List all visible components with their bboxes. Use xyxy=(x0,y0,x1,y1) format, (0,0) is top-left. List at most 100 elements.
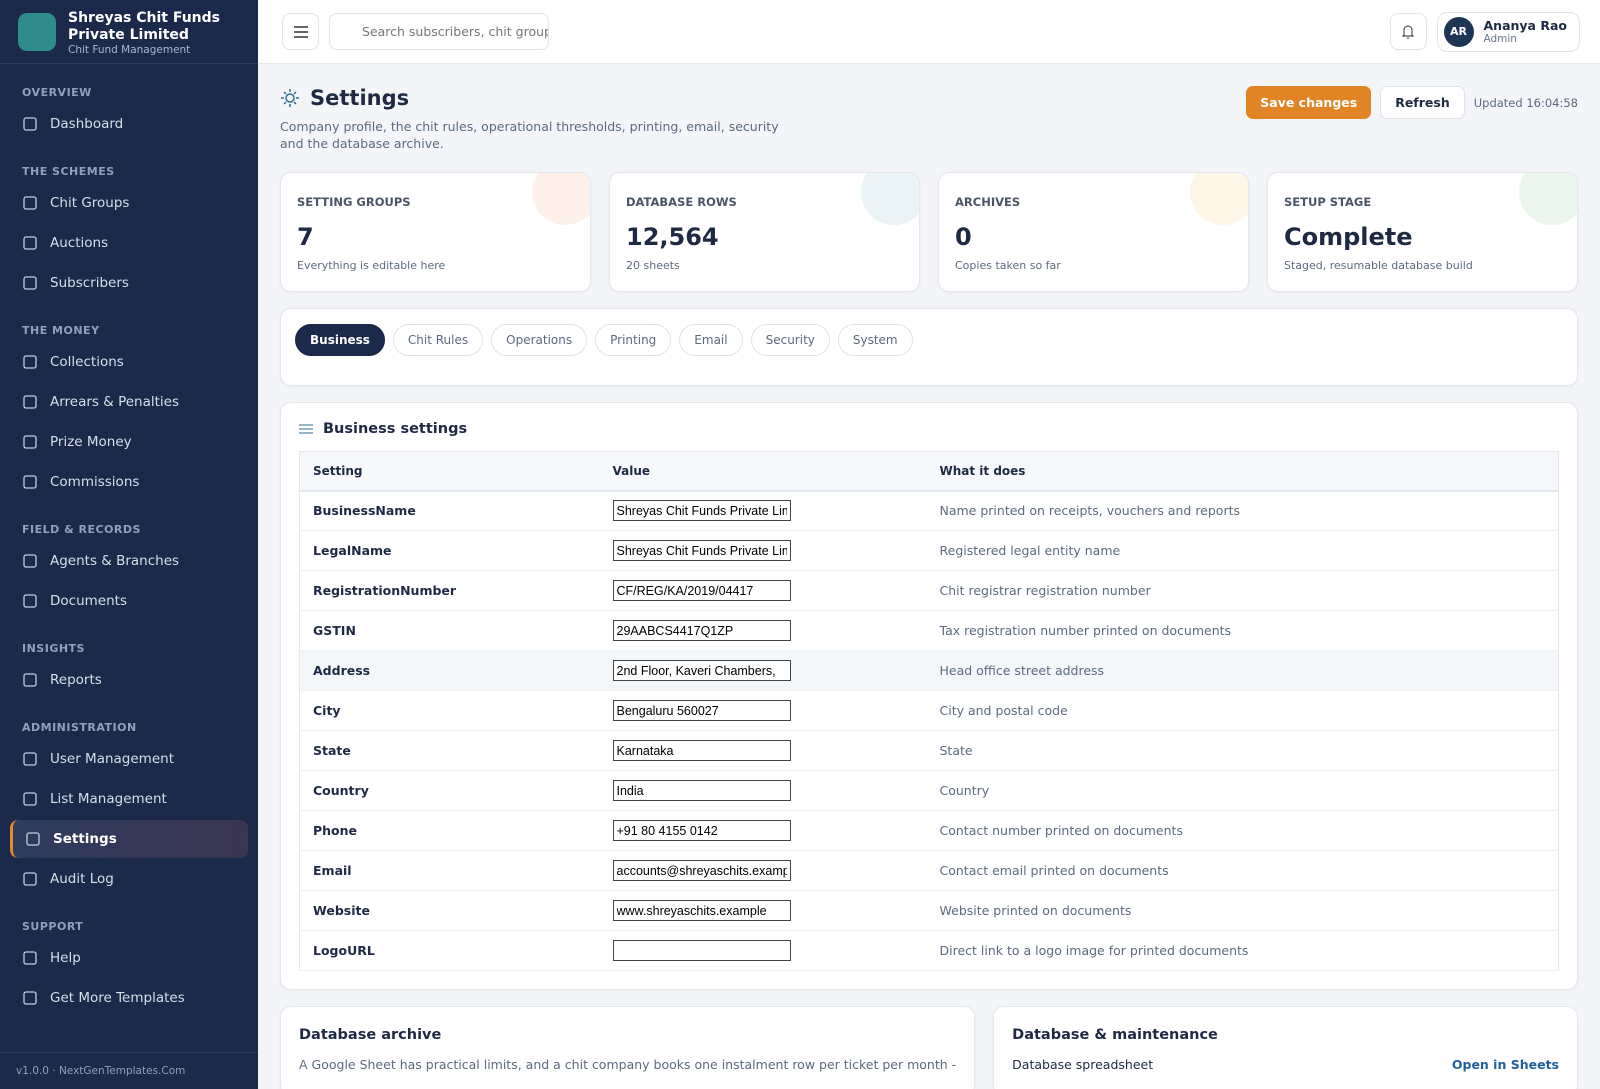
setting-row: LegalName Registered legal entity name xyxy=(299,530,1559,571)
nav-item[interactable]: Audit Log xyxy=(10,860,248,898)
nav-label: Dashboard xyxy=(50,116,124,132)
stat-label: SETUP STAGE xyxy=(1284,195,1372,209)
setting-row: State State xyxy=(299,730,1559,771)
refresh-button[interactable]: Refresh xyxy=(1380,86,1465,119)
setting-value-cell xyxy=(599,930,927,971)
maintenance-title: Database & maintenance xyxy=(1012,1027,1218,1043)
setting-input[interactable] xyxy=(612,620,791,641)
page-title: Settings xyxy=(310,86,410,110)
brand-tagline: Chit Fund Management xyxy=(68,44,191,56)
setting-key: LegalName xyxy=(299,530,600,571)
setting-input[interactable] xyxy=(612,900,791,921)
setting-key: State xyxy=(299,730,600,771)
setting-row: GSTIN Tax registration number printed on … xyxy=(299,610,1559,651)
nav-icon xyxy=(23,276,37,290)
nav-item[interactable]: Agents & Branches xyxy=(10,542,248,580)
tab[interactable]: Operations xyxy=(491,324,588,356)
setting-input[interactable] xyxy=(612,740,791,761)
nav-item[interactable]: Reports xyxy=(10,661,248,699)
topbar: Search subscribers, chit groups AR Anany… xyxy=(258,0,1600,64)
nav-label: Commissions xyxy=(50,474,140,490)
stat-value: Complete xyxy=(1284,223,1413,251)
nav-item[interactable]: Chit Groups xyxy=(10,184,248,222)
content: Settings Company profile, the chit rules… xyxy=(258,64,1600,1089)
stat-icon xyxy=(1190,173,1248,225)
nav-label: Prize Money xyxy=(50,434,132,450)
bottom-cards: Database archive A Google Sheet has prac… xyxy=(280,1006,1578,1089)
setting-input[interactable] xyxy=(612,820,791,841)
nav-item[interactable]: List Management xyxy=(10,780,248,818)
stat-card: SETUP STAGE Complete Staged, resumable dat… xyxy=(1267,172,1578,292)
setting-input[interactable] xyxy=(612,540,791,561)
setting-key: RegistrationNumber xyxy=(299,570,600,611)
tab[interactable]: Email xyxy=(679,324,743,356)
setting-input[interactable] xyxy=(612,860,791,881)
setting-key: BusinessName xyxy=(299,490,600,531)
nav-icon xyxy=(23,395,37,409)
nav-item[interactable]: Arrears & Penalties xyxy=(10,383,248,421)
setting-description: State xyxy=(926,730,1559,771)
setting-value-cell xyxy=(599,530,927,571)
column-header: What it does xyxy=(926,451,1559,492)
nav-item[interactable]: Dashboard xyxy=(10,105,248,143)
nav-item[interactable]: Get More Templates xyxy=(10,979,248,1017)
menu-button[interactable] xyxy=(282,13,319,50)
search-input[interactable]: Search subscribers, chit groups xyxy=(329,13,549,50)
stat-note: Staged, resumable database build xyxy=(1284,259,1473,272)
nav-label: Audit Log xyxy=(50,871,114,887)
nav-icon xyxy=(23,435,37,449)
setting-input[interactable] xyxy=(612,660,791,681)
open-sheets-link[interactable]: Open in Sheets xyxy=(1451,1057,1559,1072)
setting-value-cell xyxy=(599,570,927,611)
nav-item[interactable]: Auctions xyxy=(10,224,248,262)
stat-card: ARCHIVES 0 Copies taken so far xyxy=(938,172,1249,292)
nav-label: Subscribers xyxy=(50,275,129,291)
setting-input[interactable] xyxy=(612,700,791,721)
setting-description: Country xyxy=(926,770,1559,811)
nav-icon xyxy=(23,196,37,210)
business-heading: Business settings xyxy=(299,421,1559,437)
user-menu[interactable]: AR Ananya Rao Admin xyxy=(1436,11,1580,52)
notifications[interactable] xyxy=(1389,13,1427,50)
table-body: BusinessName Name printed on receipts, vo… xyxy=(299,490,1559,971)
tab[interactable]: Printing xyxy=(595,324,672,356)
nav-icon xyxy=(23,991,37,1005)
tab[interactable]: Security xyxy=(750,324,830,356)
setting-input[interactable] xyxy=(612,500,791,522)
nav-label: Get More Templates xyxy=(50,990,185,1006)
setting-input[interactable] xyxy=(612,780,791,801)
stat-value: 12,564 xyxy=(626,223,719,251)
nav-item[interactable]: User Management xyxy=(10,740,248,778)
tab[interactable]: System xyxy=(837,324,913,356)
nav-icon xyxy=(23,554,37,568)
nav-section: OVERVIEW xyxy=(22,86,92,99)
nav-item[interactable]: Prize Money xyxy=(10,423,248,461)
setting-description: Chit registrar registration number xyxy=(926,570,1559,611)
setting-row: Address Head office street address xyxy=(299,650,1559,691)
nav-item[interactable]: Documents xyxy=(10,582,248,620)
brand-name: Shreyas Chit Funds Private Limited xyxy=(68,10,220,43)
header-row: Setting Value What it does xyxy=(299,451,1559,492)
setting-key: Country xyxy=(299,770,600,811)
nav-item[interactable]: Collections xyxy=(10,343,248,381)
setting-key: Address xyxy=(299,650,600,691)
archive-text: A Google Sheet has practical limits, and… xyxy=(299,1057,957,1072)
nav-label: Arrears & Penalties xyxy=(50,394,180,410)
tab[interactable]: Business xyxy=(295,324,385,356)
nav-item[interactable]: Commissions xyxy=(10,463,248,501)
save-button[interactable]: Save changes xyxy=(1246,86,1372,119)
nav-label: User Management xyxy=(50,751,174,767)
column-header: Setting xyxy=(299,451,600,492)
nav-item[interactable]: Settings xyxy=(10,820,248,858)
nav-label: Collections xyxy=(50,354,124,370)
tab[interactable]: Chit Rules xyxy=(392,324,484,356)
nav-item[interactable]: Help xyxy=(10,939,248,977)
setting-input[interactable] xyxy=(612,580,791,601)
nav-item[interactable]: Subscribers xyxy=(10,264,248,302)
nav-label: Settings xyxy=(53,831,117,847)
setting-description: Name printed on receipts, vouchers and r… xyxy=(926,490,1559,531)
setting-input[interactable] xyxy=(612,940,791,961)
stat-icon xyxy=(861,173,919,225)
stat-value: 0 xyxy=(955,223,972,251)
nav-icon xyxy=(23,872,37,886)
